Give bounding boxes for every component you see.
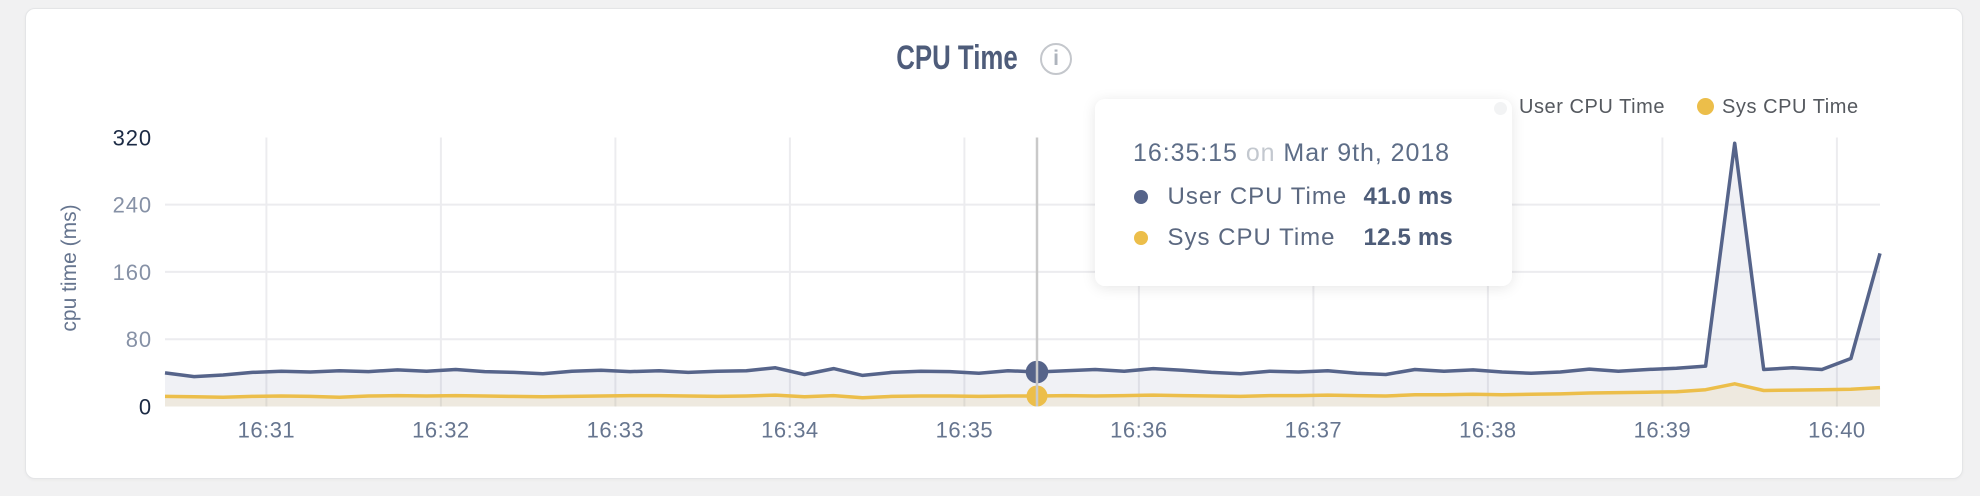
svg-text:16:36: 16:36 [1110, 418, 1168, 443]
svg-text:16:39: 16:39 [1634, 418, 1692, 443]
svg-text:16:37: 16:37 [1285, 418, 1343, 443]
svg-text:0: 0 [139, 395, 152, 420]
svg-text:80: 80 [126, 327, 152, 352]
svg-text:16:33: 16:33 [587, 418, 645, 443]
svg-text:16:35: 16:35 [936, 418, 994, 443]
svg-text:160: 160 [113, 260, 152, 285]
svg-text:320: 320 [113, 125, 152, 150]
svg-text:16:38: 16:38 [1459, 418, 1517, 443]
svg-text:cpu time (ms): cpu time (ms) [58, 204, 81, 331]
svg-text:16:34: 16:34 [761, 418, 819, 443]
svg-text:16:32: 16:32 [412, 418, 470, 443]
svg-text:240: 240 [113, 193, 152, 218]
svg-text:16:40: 16:40 [1808, 418, 1866, 443]
svg-text:16:31: 16:31 [238, 418, 296, 443]
